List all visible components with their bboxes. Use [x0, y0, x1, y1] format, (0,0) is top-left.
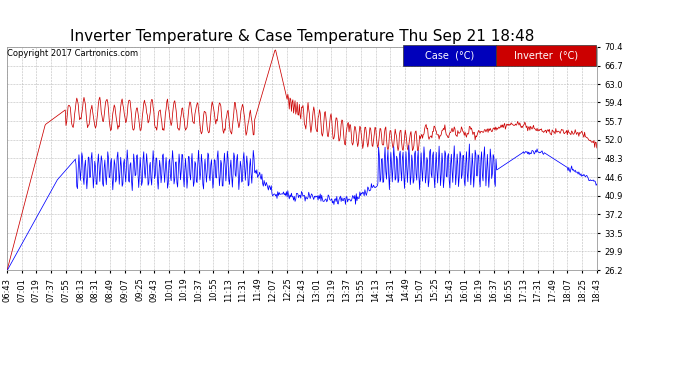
Text: Inverter  (°C): Inverter (°C) — [514, 50, 578, 60]
Title: Inverter Temperature & Case Temperature Thu Sep 21 18:48: Inverter Temperature & Case Temperature … — [70, 29, 534, 44]
Text: Case  (°C): Case (°C) — [425, 50, 474, 60]
Text: Copyright 2017 Cartronics.com: Copyright 2017 Cartronics.com — [7, 49, 138, 58]
